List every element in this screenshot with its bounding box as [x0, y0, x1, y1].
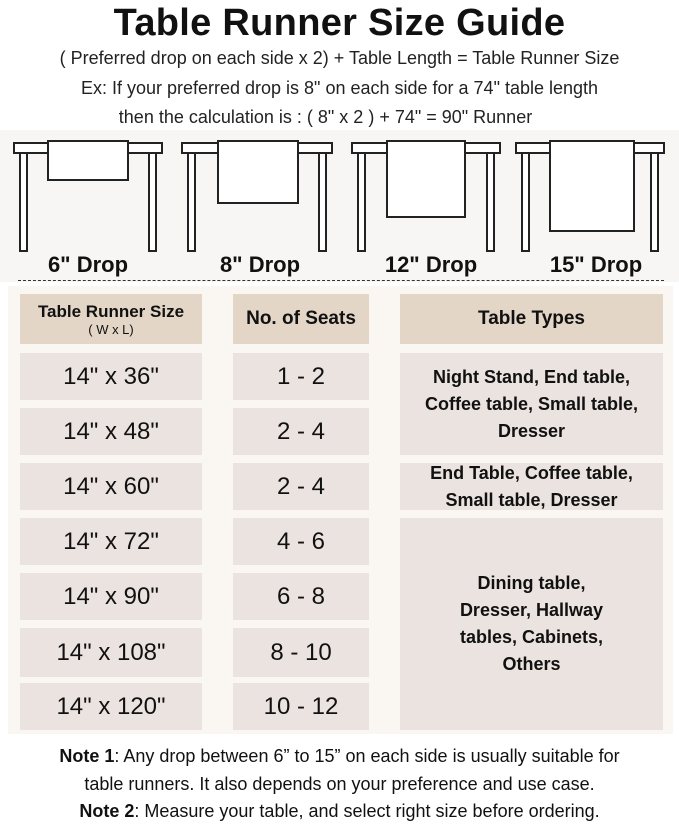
example-line-1: Ex: If your preferred drop is 8" on each… — [80, 78, 599, 98]
seats-cell: 2 - 4 — [233, 408, 369, 455]
tables-drawing — [13, 140, 665, 252]
table-leg — [486, 150, 495, 252]
size-cell: 14" x 36" — [20, 353, 202, 400]
size-cell: 14" x 60" — [20, 463, 202, 510]
table-leg — [521, 150, 530, 252]
seats-cell: 2 - 4 — [233, 463, 369, 510]
table-leg — [148, 150, 157, 252]
header-size-label: Table Runner Size — [37, 301, 185, 321]
note-1: Note 1: Any drop between 6” to 15” on ea… — [0, 746, 679, 767]
table-runner — [549, 140, 635, 232]
table-runner — [47, 140, 129, 181]
header-size: Table Runner Size ( W x L) — [20, 294, 202, 344]
seats-cell: 1 - 2 — [233, 353, 369, 400]
note-1-label: Note 1 — [59, 746, 115, 766]
dashed-divider — [18, 280, 664, 281]
types-dining: Dining table, Dresser, Hallway tables, C… — [400, 518, 663, 730]
table-leg — [19, 150, 28, 252]
types-medium: End Table, Coffee table, Small table, Dr… — [400, 463, 663, 510]
page-title: Table Runner Size Guide — [113, 2, 566, 44]
table-leg — [187, 150, 196, 252]
table-leg — [650, 150, 659, 252]
size-cell: 14" x 90" — [20, 573, 202, 620]
table-leg — [318, 150, 327, 252]
drop-illustrations — [0, 130, 679, 282]
note-2: Note 2: Measure your table, and select r… — [0, 801, 679, 822]
example-line-2: then the calculation is : ( 8" x 2 ) + 7… — [118, 107, 533, 127]
seats-cell: 10 - 12 — [233, 683, 369, 730]
table-runner — [217, 140, 299, 204]
header-size-sub: ( W x L) — [88, 321, 134, 337]
size-cell: 14" x 120" — [20, 683, 202, 730]
note-1-text: : Any drop between 6” to 15” on each sid… — [114, 746, 620, 766]
size-cell: 14" x 108" — [20, 628, 202, 677]
seats-cell: 6 - 8 — [233, 573, 369, 620]
note-2-text: : Measure your table, and select right s… — [134, 801, 600, 821]
seats-cell: 4 - 6 — [233, 518, 369, 565]
drop-label-8: 8" Drop — [219, 252, 301, 277]
note-2-label: Note 2 — [79, 801, 135, 821]
types-small: Night Stand, End table, Coffee table, Sm… — [400, 353, 663, 455]
table-runner — [386, 140, 466, 218]
formula-text: ( Preferred drop on each side x 2) + Tab… — [59, 48, 620, 68]
drop-label-15: 15" Drop — [549, 252, 643, 277]
drop-label-12: 12" Drop — [384, 252, 478, 277]
drop-label-6: 6" Drop — [47, 252, 129, 277]
seats-cell: 8 - 10 — [233, 628, 369, 677]
note-1-cont: table runners. It also depends on your p… — [84, 774, 595, 794]
header-types: Table Types — [400, 294, 663, 344]
header-seats: No. of Seats — [233, 294, 369, 344]
size-cell: 14" x 72" — [20, 518, 202, 565]
table-leg — [357, 150, 366, 252]
size-cell: 14" x 48" — [20, 408, 202, 455]
